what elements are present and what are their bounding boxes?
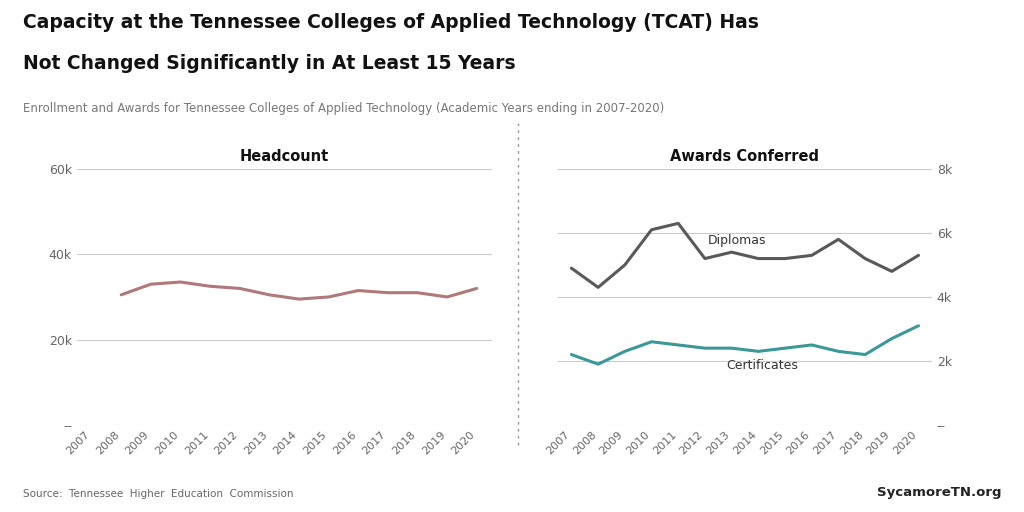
Text: Source:  Tennessee  Higher  Education  Commission: Source: Tennessee Higher Education Commi…: [23, 489, 293, 499]
Text: Capacity at the Tennessee Colleges of Applied Technology (TCAT) Has: Capacity at the Tennessee Colleges of Ap…: [23, 13, 759, 32]
Text: Not Changed Significantly in At Least 15 Years: Not Changed Significantly in At Least 15…: [23, 54, 515, 73]
Title: Awards Conferred: Awards Conferred: [671, 148, 819, 164]
Text: Enrollment and Awards for Tennessee Colleges of Applied Technology (Academic Yea: Enrollment and Awards for Tennessee Coll…: [23, 102, 664, 115]
Title: Headcount: Headcount: [240, 148, 329, 164]
Text: Certificates: Certificates: [726, 359, 798, 372]
Text: Diplomas: Diplomas: [708, 234, 766, 247]
Text: SycamoreTN.org: SycamoreTN.org: [877, 486, 1001, 499]
